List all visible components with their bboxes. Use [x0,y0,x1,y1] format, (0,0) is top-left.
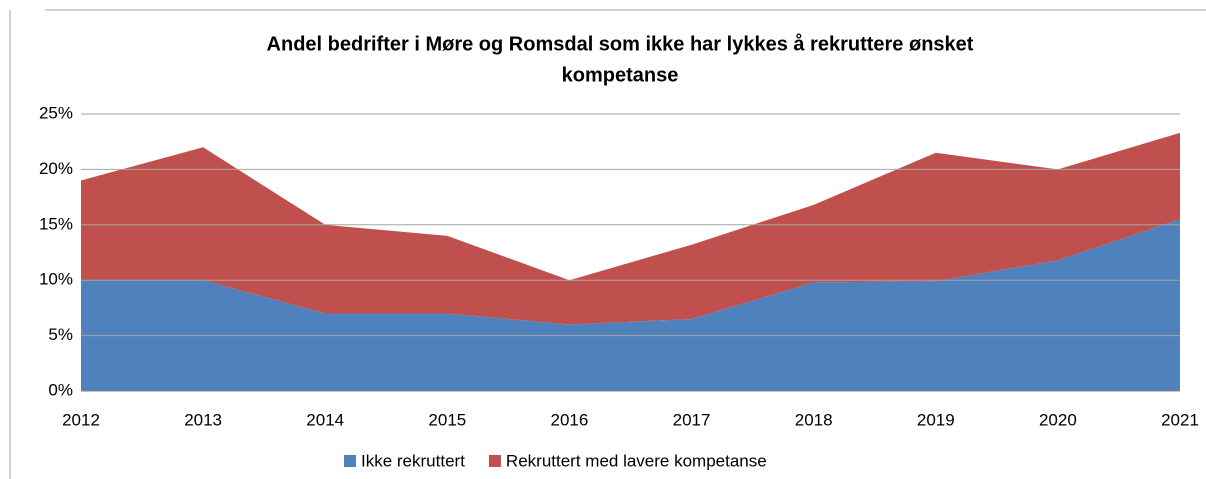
legend-swatch [344,455,356,467]
x-tick-label: 2020 [1039,410,1077,429]
y-tick-label: 0% [48,380,73,399]
y-tick-label: 10% [39,270,73,289]
chart-title: kompetanse [562,64,679,86]
x-tick-label: 2017 [673,410,711,429]
area [81,219,1180,391]
x-tick-label: 2014 [306,410,344,429]
chart-title: Andel bedrifter i Møre og Romsdal som ik… [267,32,974,55]
x-tick-label: 2012 [62,410,100,429]
x-tick-label: 2019 [917,410,955,429]
y-tick-label: 20% [39,159,73,178]
y-tick-label: 5% [48,325,73,344]
x-tick-label: 2016 [551,410,589,429]
area [81,132,1180,325]
x-tick-label: 2015 [428,410,466,429]
legend-label: Rekruttert med lavere kompetanse [506,451,767,470]
x-tick-label: 2021 [1161,410,1199,429]
y-tick-label: 15% [39,214,73,233]
y-tick-label: 25% [39,103,73,122]
x-tick-label: 2013 [184,410,222,429]
legend-swatch [488,455,501,467]
legend-label: Ikke rekruttert [361,451,465,470]
x-tick-label: 2018 [795,410,833,429]
